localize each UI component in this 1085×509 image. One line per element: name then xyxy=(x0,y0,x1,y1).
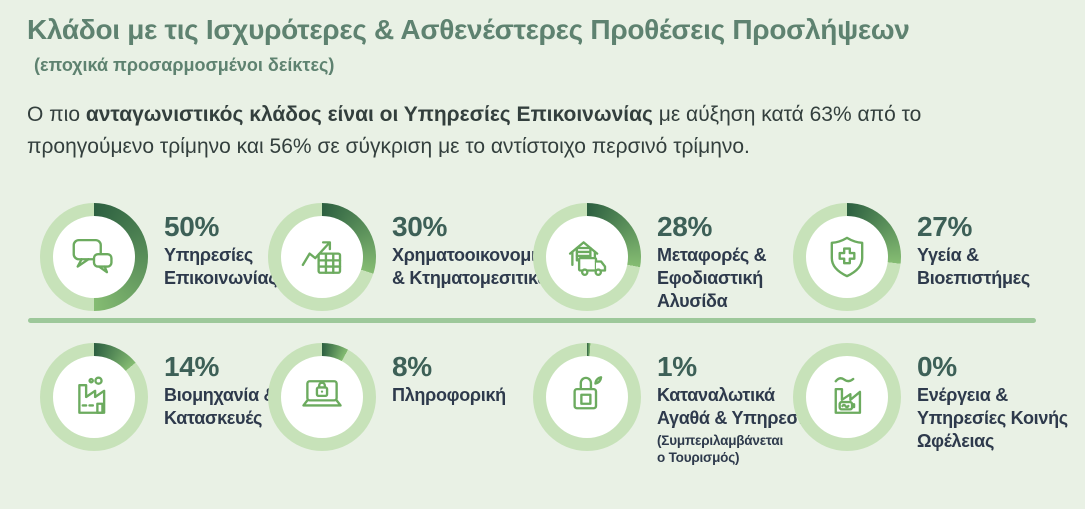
sector-label: Μεταφορές & Εφοδιαστική Αλυσίδα xyxy=(657,245,767,312)
intro-text-pre: Ο πιο xyxy=(27,103,86,126)
donut-ring xyxy=(793,203,901,311)
page-title: Κλάδοι με τις Ισχυρότερες & Ασθενέστερες… xyxy=(27,14,910,45)
intro-text-post: με αύξηση κατά 63% από το προηγούμενο τρ… xyxy=(27,103,922,158)
sector-item-industry-construction: 14% Βιομηχανία & Κατασκευές xyxy=(40,343,277,466)
sector-text: 1% Καταναλωτικά Αγαθά & Υπηρεσίες (Συμπε… xyxy=(657,343,821,466)
sector-item-transport-logistics: 28% Μεταφορές & Εφοδιαστική Αλυσίδα xyxy=(533,203,793,313)
warehouse-truck-icon xyxy=(568,241,607,276)
sector-percent: 30% xyxy=(392,211,448,242)
donut-ring-center xyxy=(806,356,888,438)
sector-label: Καταναλωτικά Αγαθά & Υπηρεσίες xyxy=(657,385,821,429)
donut-ring-center xyxy=(281,356,363,438)
shopping-bag-icon xyxy=(573,376,603,410)
growth-chart-icon xyxy=(301,241,342,274)
sector-text: 8% Πληροφορική xyxy=(392,343,506,407)
sector-label: Πληροφορική xyxy=(392,385,506,406)
factory-icon xyxy=(78,376,106,414)
sector-text: 50% Υπηρεσίες Επικοινωνίας xyxy=(164,203,278,290)
donut-ring-center xyxy=(53,356,135,438)
sector-item-finance-realestate: 30% Χρηματοοικονομικά & Κτηματομεσιτικά xyxy=(268,203,556,313)
intro-text-bold: ανταγωνιστικός κλάδος είναι οι Υπηρεσίες… xyxy=(85,103,653,126)
donut-ring-center xyxy=(806,216,888,298)
divider-line xyxy=(28,318,1036,323)
donut-ring xyxy=(268,343,376,451)
donut-ring-center xyxy=(546,356,628,438)
sector-label: Υπηρεσίες Επικοινωνίας xyxy=(164,245,278,289)
sector-label: Βιομηχανία & Κατασκευές xyxy=(164,385,277,429)
sector-item-consumer-goods-services: 1% Καταναλωτικά Αγαθά & Υπηρεσίες (Συμπε… xyxy=(533,343,821,466)
intro-paragraph: Ο πιο ανταγωνιστικός κλάδος είναι οι Υπη… xyxy=(27,99,1007,163)
donut-ring-center xyxy=(53,216,135,298)
sector-label: Ενέργεια & Υπηρεσίες Κοινής Ωφέλειας xyxy=(917,385,1068,452)
sector-item-communication-services: 50% Υπηρεσίες Επικοινωνίας xyxy=(40,203,278,313)
sector-percent: 8% xyxy=(392,351,432,382)
sector-percent: 28% xyxy=(657,211,713,242)
sector-text: 30% Χρηματοοικονομικά & Κτηματομεσιτικά xyxy=(392,203,556,290)
sector-label: Χρηματοοικονομικά & Κτηματομεσιτικά xyxy=(392,245,556,289)
sector-percent: 14% xyxy=(164,351,220,382)
sector-label: Υγεία & Βιοεπιστήμες xyxy=(917,245,1030,289)
donut-ring xyxy=(533,343,641,451)
donut-ring-center xyxy=(281,216,363,298)
donut-ring xyxy=(268,203,376,311)
sector-text: 0% Ενέργεια & Υπηρεσίες Κοινής Ωφέλειας xyxy=(917,343,1068,453)
chat-bubbles-icon xyxy=(72,238,113,274)
sector-row-top: 50% Υπηρεσίες Επικοινωνίας 30% Χρηματοοι… xyxy=(40,203,1063,313)
page-subtitle: (εποχικά προσαρμοσμένοι δείκτες) xyxy=(34,55,335,75)
power-plant-icon xyxy=(834,377,862,414)
sector-percent: 27% xyxy=(917,211,973,242)
sector-text: 28% Μεταφορές & Εφοδιαστική Αλυσίδα xyxy=(657,203,767,313)
sector-item-information-technology: 8% Πληροφορική xyxy=(268,343,533,466)
sector-percent: 50% xyxy=(164,211,220,242)
sector-text: 14% Βιομηχανία & Κατασκευές xyxy=(164,343,277,430)
donut-ring-center xyxy=(546,216,628,298)
sector-percent: 1% xyxy=(657,351,697,382)
shield-cross-icon xyxy=(830,236,864,278)
donut-ring xyxy=(793,343,901,451)
sector-text: 27% Υγεία & Βιοεπιστήμες xyxy=(917,203,1030,290)
sector-row-bottom: 14% Βιομηχανία & Κατασκευές 8% Π xyxy=(40,343,1068,466)
sector-percent: 0% xyxy=(917,351,957,382)
laptop-lock-icon xyxy=(302,380,342,407)
donut-ring xyxy=(40,343,148,451)
sector-item-health-lifesciences: 27% Υγεία & Βιοεπιστήμες xyxy=(793,203,1063,313)
sector-item-energy-utilities: 0% Ενέργεια & Υπηρεσίες Κοινής Ωφέλειας xyxy=(793,343,1068,466)
donut-ring xyxy=(40,203,148,311)
donut-ring xyxy=(533,203,641,311)
sector-note: (Συμπεριλαμβάνεται ο Τουρισμός) xyxy=(657,433,784,465)
